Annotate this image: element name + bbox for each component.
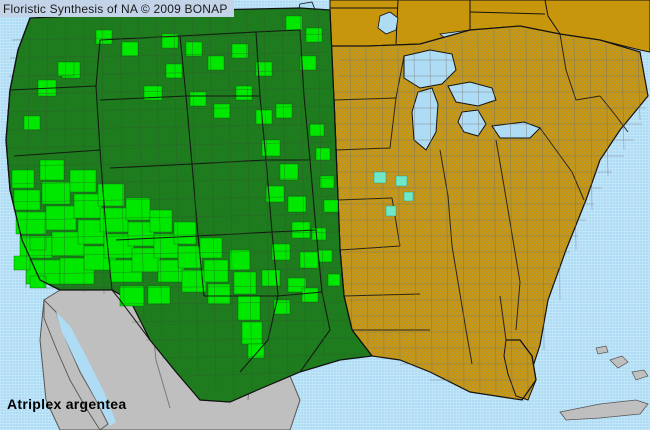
county-lines-west xyxy=(6,7,367,401)
coastline xyxy=(5,17,537,401)
county-rare-cells xyxy=(373,171,414,217)
county-lines-east xyxy=(336,27,648,397)
map-title-bar: Floristic Synthesis of NA © 2009 BONAP xyxy=(0,0,234,17)
map-title-text: Floristic Synthesis of NA © 2009 BONAP xyxy=(3,1,228,16)
species-not-present-region xyxy=(329,25,649,401)
species-present-state-region xyxy=(5,7,414,403)
species-name-label: Atriplex argentea xyxy=(7,396,127,412)
county-present-cells xyxy=(11,15,341,359)
canada-region xyxy=(297,0,650,53)
state-lines-west xyxy=(9,9,335,373)
